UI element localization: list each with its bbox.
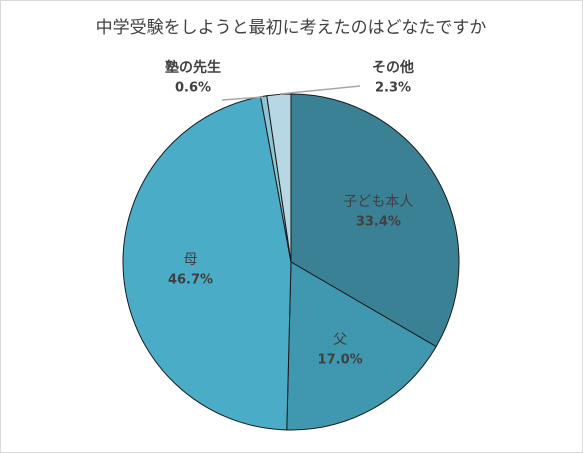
chart-title: 中学受験をしようと最初に考えたのはどなたですか [96, 18, 487, 38]
slice-value: 46.7% [168, 272, 213, 287]
pie-slice [122, 96, 292, 431]
leader-line [221, 96, 264, 101]
slice-value: 0.6% [175, 81, 211, 96]
pie-slice [290, 93, 460, 348]
slice-label: 父 [333, 332, 347, 348]
slice-value: 17.0% [318, 353, 363, 368]
pie-slice [266, 93, 292, 263]
slice-label: 塾の先生 [165, 59, 221, 76]
slice-label: その他 [372, 59, 414, 76]
slice-label: 子ども本人 [343, 194, 413, 210]
slice-value: 2.3% [375, 81, 411, 96]
slice-label: 母 [184, 252, 198, 268]
slice-value: 33.4% [356, 214, 401, 229]
pie-slice [286, 261, 437, 431]
leader-line [279, 85, 361, 95]
